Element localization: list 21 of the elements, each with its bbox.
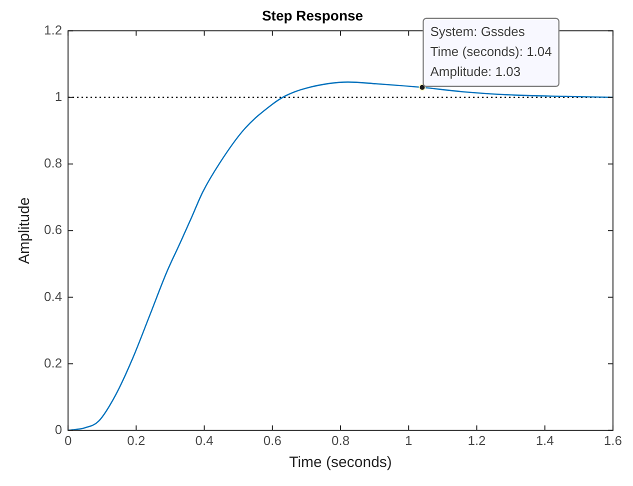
x-tick-label: 0 [64,432,72,448]
x-tick-label: 0.2 [127,432,146,448]
y-tick-label: 0.6 [44,222,62,238]
x-tick-label: 1.6 [604,432,622,448]
y-tick-label: 0 [54,422,62,437]
x-axis-title: Time (seconds) [289,454,392,472]
x-tick-label: 0.8 [331,432,350,448]
x-tick-label: 0.4 [195,432,214,448]
y-axis-title: Amplitude [16,197,34,264]
x-tick-label: 1.2 [468,432,486,448]
x-tick-label: 1 [405,432,412,448]
annotation: System: Gssdes Time (seconds): 1.04 Amplitude: 1.03 [430,24,552,79]
y-tick-label: 1.2 [44,22,62,38]
line-series [68,81,613,430]
y-tick-label: 0.4 [44,288,62,304]
x-tick-label: 1.4 [536,432,554,448]
x-tick-label: 0.6 [263,432,282,448]
y-tick-label: 0.8 [44,156,62,171]
chart-title: Step Response [262,7,364,24]
y-tick-label: 1 [54,88,62,104]
y-tick-label: 0.2 [44,355,62,370]
